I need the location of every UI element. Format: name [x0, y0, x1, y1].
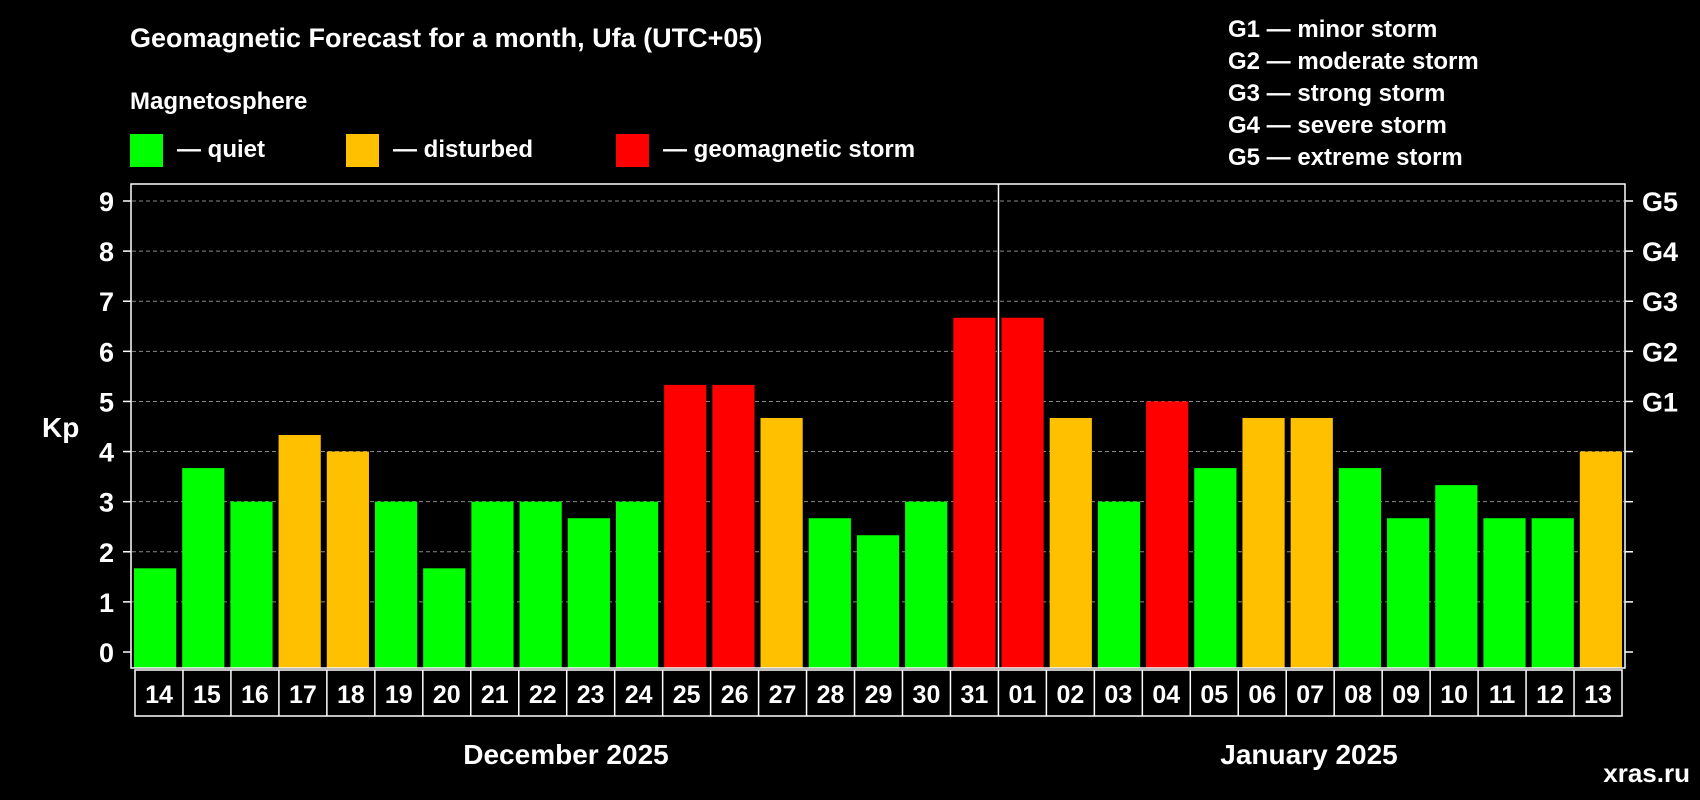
- x-tick-label: 09: [1392, 681, 1420, 709]
- legend-swatch-quiet: [130, 134, 163, 167]
- legend-label-quiet: — quiet: [177, 136, 265, 163]
- watermark: xras.ru: [1603, 758, 1690, 788]
- bar: [1001, 317, 1044, 668]
- bar: [1049, 417, 1092, 668]
- bar: [230, 501, 273, 668]
- x-tick-label: 21: [481, 681, 509, 709]
- bar: [182, 468, 225, 668]
- x-tick-label: 07: [1296, 681, 1324, 709]
- x-tick-label: 24: [625, 681, 653, 709]
- bar: [1483, 518, 1526, 668]
- chart-title: Geomagnetic Forecast for a month, Ufa (U…: [130, 23, 762, 53]
- x-tick-label: 14: [145, 681, 173, 709]
- bar: [471, 501, 514, 668]
- legend-swatch-storm: [616, 134, 649, 167]
- bar: [1242, 417, 1285, 668]
- y-tick-label: 0: [99, 638, 114, 668]
- g-scale-g1: G1 — minor storm: [1228, 16, 1437, 43]
- legend-swatch-disturbed: [346, 134, 379, 167]
- g-level-label: G4: [1642, 237, 1678, 267]
- legend-heading: Magnetosphere: [130, 88, 307, 115]
- y-tick-label: 3: [99, 488, 114, 518]
- bar: [567, 518, 610, 668]
- bar: [953, 317, 996, 668]
- bar: [1194, 468, 1237, 668]
- x-tick-label: 10: [1440, 681, 1468, 709]
- x-tick-label: 03: [1104, 681, 1132, 709]
- bar: [1531, 518, 1574, 668]
- x-tick-label: 30: [913, 681, 941, 709]
- x-tick-label: 16: [241, 681, 269, 709]
- bar: [1435, 485, 1478, 668]
- bar: [1387, 518, 1430, 668]
- bar: [808, 518, 851, 668]
- x-tick-label: 13: [1584, 681, 1612, 709]
- g-level-label: G1: [1642, 387, 1678, 417]
- x-tick-label: 20: [433, 681, 461, 709]
- x-tick-label: 17: [289, 681, 317, 709]
- legend-label-storm: — geomagnetic storm: [663, 136, 915, 163]
- bar: [326, 451, 369, 668]
- bar: [374, 501, 418, 668]
- x-tick-label: 12: [1536, 681, 1564, 709]
- x-tick-label: 02: [1056, 681, 1084, 709]
- g-level-label: G3: [1642, 287, 1678, 317]
- x-tick-label: 29: [865, 681, 893, 709]
- bar: [1146, 401, 1189, 668]
- y-tick-label: 2: [99, 538, 114, 568]
- bar: [905, 501, 948, 668]
- bar: [664, 384, 707, 668]
- bar: [1097, 501, 1141, 668]
- x-tick-label: 06: [1248, 681, 1276, 709]
- x-label-strip: [134, 669, 1623, 717]
- x-tick-label: 25: [673, 681, 701, 709]
- x-tick-label: 11: [1489, 681, 1516, 709]
- x-tick-label: 18: [337, 681, 365, 709]
- y-tick-label: 6: [99, 337, 114, 367]
- bar: [615, 501, 659, 668]
- x-tick-label: 15: [193, 681, 221, 709]
- x-tick-label: 26: [721, 681, 749, 709]
- x-tick-label: 01: [1008, 681, 1036, 709]
- x-tick-label: 28: [817, 681, 845, 709]
- g-level-label: G5: [1642, 187, 1678, 217]
- bar: [278, 435, 321, 668]
- bar: [1579, 451, 1622, 668]
- bar: [856, 535, 900, 668]
- g-scale-g2: G2 — moderate storm: [1228, 48, 1479, 75]
- bar: [423, 568, 466, 668]
- g-scale-g5: G5 — extreme storm: [1228, 144, 1463, 171]
- y-axis-label: Kp: [42, 412, 79, 443]
- x-tick-label: 22: [529, 681, 557, 709]
- x-tick-label: 05: [1200, 681, 1228, 709]
- plot-frame: [130, 183, 1626, 669]
- bar: [712, 384, 755, 668]
- g-scale-g3: G3 — strong storm: [1228, 80, 1445, 107]
- y-tick-label: 5: [99, 387, 114, 417]
- month-label-january: January 2025: [1220, 739, 1397, 770]
- y-tick-label: 1: [99, 588, 114, 618]
- legend-label-disturbed: — disturbed: [393, 136, 533, 163]
- g-scale-g4: G4 — severe storm: [1228, 112, 1447, 139]
- y-tick-label: 4: [99, 438, 114, 468]
- x-tick-label: 19: [385, 681, 413, 709]
- x-tick-label: 08: [1344, 681, 1372, 709]
- y-tick-label: 8: [99, 237, 114, 267]
- bar: [760, 417, 803, 668]
- x-tick-label: 31: [961, 681, 989, 709]
- bar: [134, 568, 177, 668]
- y-tick-label: 7: [99, 287, 114, 317]
- bar: [1338, 468, 1382, 668]
- x-tick-label: 27: [769, 681, 797, 709]
- bar: [1290, 417, 1333, 668]
- g-level-label: G2: [1642, 337, 1678, 367]
- bar: [519, 501, 562, 668]
- y-tick-label: 9: [99, 187, 114, 217]
- x-tick-label: 04: [1152, 681, 1180, 709]
- month-label-december: December 2025: [463, 739, 668, 770]
- x-tick-label: 23: [577, 681, 605, 709]
